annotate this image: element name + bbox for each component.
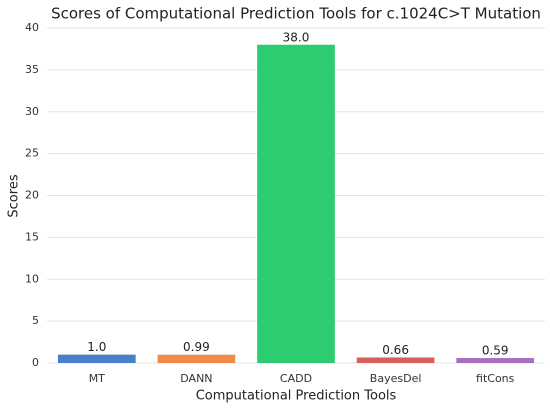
bar: [157, 354, 236, 363]
y-axis-label: Scores: [7, 174, 22, 217]
value-label: 1.0: [87, 340, 106, 354]
y-tick-label: 40: [25, 21, 39, 34]
x-tick-label: fitCons: [476, 372, 515, 385]
value-label: 0.99: [183, 340, 210, 354]
value-label: 38.0: [283, 30, 310, 44]
value-label: 0.59: [482, 344, 509, 358]
bar: [356, 357, 435, 363]
x-tick-label: MT: [89, 372, 105, 385]
y-tick-label: 35: [25, 63, 39, 76]
x-tick-label: DANN: [180, 372, 212, 385]
chart-title: Scores of Computational Prediction Tools…: [51, 5, 541, 23]
bar: [57, 354, 136, 363]
bar: [456, 358, 535, 363]
bar: [257, 44, 335, 363]
y-tick-label: 15: [25, 230, 39, 243]
y-tick-label: 0: [32, 356, 39, 369]
y-tick-label: 5: [32, 314, 39, 327]
x-tick-label: CADD: [280, 372, 312, 385]
x-tick-label: BayesDel: [370, 372, 422, 385]
y-tick-label: 25: [25, 147, 39, 160]
x-axis-label: Computational Prediction Tools: [196, 389, 397, 404]
y-tick-label: 30: [25, 105, 39, 118]
y-tick-label: 10: [25, 272, 39, 285]
value-label: 0.66: [382, 343, 409, 357]
y-tick-label: 20: [25, 189, 39, 202]
